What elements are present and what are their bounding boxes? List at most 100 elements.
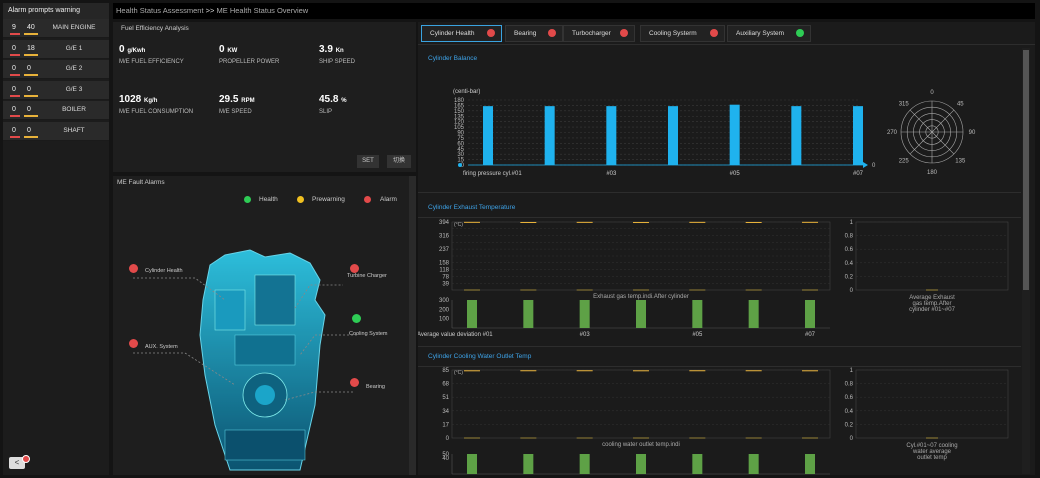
- metric-value-wrap: 29.5 RPM: [219, 94, 255, 105]
- y-tick-label: 118: [439, 268, 449, 274]
- legend-health-dot: [244, 196, 251, 203]
- y-tick-label: 0.2: [845, 274, 854, 280]
- bar: [805, 300, 815, 328]
- warning-bar: [24, 94, 38, 97]
- tab-auxiliary-system[interactable]: Auxiliary System: [727, 25, 811, 42]
- y-tick-label: 34: [442, 409, 449, 415]
- warning-bar: [24, 33, 38, 35]
- metric-value: 3.9: [319, 44, 333, 55]
- metric-label: M/E FUEL EFFICIENCY: [119, 59, 184, 65]
- system-name: G/E 2: [65, 65, 83, 72]
- alarm-row[interactable]: 0 0 G/E 3: [3, 80, 109, 100]
- breadcrumb: Health Status Assessment >> ME Health St…: [116, 6, 308, 15]
- set-button[interactable]: SET: [357, 155, 379, 168]
- bearing-label: Bearing: [366, 384, 385, 390]
- polar-angle-label: 45: [957, 102, 964, 108]
- y-tick-label: 85: [442, 368, 449, 374]
- y-tick-label: 237: [439, 247, 450, 253]
- polar-spoke: [931, 109, 955, 133]
- system-name: MAIN ENGINE: [52, 24, 96, 31]
- system-name: G/E 1: [65, 44, 83, 52]
- tab-divider: [418, 44, 1035, 45]
- x-axis-title-line: water average: [912, 449, 952, 455]
- tab-cooling-systerm[interactable]: Cooling Systerm: [640, 25, 725, 42]
- warning-bar: [24, 115, 38, 117]
- cylinder-health-status-dot[interactable]: [129, 264, 138, 273]
- tab-cylinder-health[interactable]: Cylinder Health: [421, 25, 502, 42]
- alarm-row[interactable]: 0 0 SHAFT: [3, 121, 109, 141]
- fault-panel-scrollbar[interactable]: [409, 176, 416, 475]
- section-divider: [418, 366, 1021, 367]
- alarm-row[interactable]: 0 18 G/E 1: [3, 39, 109, 59]
- cooling-temp-title: Cylinder Cooling Water Outlet Temp: [428, 353, 532, 360]
- tab-bearing[interactable]: Bearing: [505, 25, 563, 42]
- alarm-row[interactable]: 9 40 MAIN ENGINE: [3, 19, 109, 38]
- aux-system-label: AUX. System: [145, 344, 178, 350]
- x-tick-label: #05: [692, 332, 703, 338]
- tab-label: Cooling Systerm: [649, 30, 697, 37]
- breadcrumb-health-status[interactable]: Health Status Assessment: [116, 6, 204, 15]
- y-tick-label: 150: [454, 109, 465, 115]
- fuel-metric: 0 KW PROPELLER POWER: [219, 44, 279, 65]
- right-panel-scroll-thumb[interactable]: [1023, 50, 1029, 290]
- y-tick-label: 39: [442, 281, 449, 287]
- x-tick-label: #05: [730, 171, 741, 177]
- tab-label: Auxiliary System: [736, 30, 785, 37]
- polar-angle-label: 135: [955, 158, 966, 164]
- metric-value: 0: [219, 44, 225, 55]
- alarm-row[interactable]: 0 0 BOILER: [3, 101, 109, 120]
- y-tick-label: 0.6: [845, 395, 854, 401]
- breadcrumb-me-overview[interactable]: ME Health Status Overview: [216, 6, 309, 15]
- y-tick-label: 0.2: [845, 422, 854, 428]
- section-divider: [418, 192, 1021, 193]
- x-axis-end-label: 0: [872, 163, 876, 169]
- aux-system-status-dot[interactable]: [129, 339, 138, 348]
- metric-value-wrap: 45.8 %: [319, 94, 347, 105]
- warning-count: 0: [27, 85, 31, 93]
- switch-button[interactable]: 切换: [387, 155, 411, 168]
- bar: [805, 454, 815, 474]
- bar: [636, 454, 646, 474]
- x-axis-start-dot: [458, 163, 462, 167]
- legend-health-label: Health: [259, 196, 278, 203]
- alarm-bar: [10, 33, 20, 35]
- metric-value-wrap: 0 g/Kwh: [119, 44, 184, 55]
- tab-status-dot: [710, 29, 718, 37]
- x-tick-label: #03: [580, 332, 591, 338]
- turbo-charger-status-dot[interactable]: [350, 264, 359, 273]
- bar: [467, 454, 477, 474]
- fuel-efficiency-panel: [113, 22, 416, 172]
- x-axis-title-line: Average Exhaust: [909, 295, 955, 301]
- alarm-count: 0: [12, 44, 16, 52]
- unit-label: (°C): [454, 370, 463, 376]
- y-tick-label: 0.8: [845, 382, 854, 388]
- alarm-row[interactable]: 0 0 G/E 2: [3, 60, 109, 79]
- y-tick-label: 100: [439, 317, 450, 323]
- metric-value: 29.5: [219, 94, 239, 105]
- warning-count: 0: [27, 65, 31, 72]
- fuel-metric: 3.9 Kn SHIP SPEED: [319, 44, 355, 65]
- fuel-panel-title: Fuel Efficiency Analysis: [121, 25, 189, 32]
- y-tick-label: 40: [442, 456, 449, 462]
- metric-unit: KW: [227, 48, 238, 54]
- tab-status-dot: [796, 29, 804, 37]
- y-tick-label: 0.8: [845, 234, 854, 240]
- bar: [853, 106, 863, 165]
- metric-unit: %: [341, 98, 347, 104]
- polar-spoke: [909, 109, 933, 133]
- health-detail-panel: [418, 22, 1035, 475]
- cooling-system-status-dot[interactable]: [352, 314, 361, 323]
- warning-count: 0: [27, 106, 31, 113]
- exhaust-temp-title: Cylinder Exhaust Temperature: [428, 204, 516, 211]
- alarm-count: 9: [12, 24, 16, 31]
- tab-status-dot: [548, 29, 556, 37]
- polar-angle-label: 180: [927, 170, 938, 176]
- x-axis-title-line: gas temp.After: [912, 301, 951, 307]
- alarm-bar: [10, 94, 20, 97]
- y-tick-label: 135: [454, 114, 465, 120]
- plot-frame: [451, 369, 831, 439]
- warning-bar: [24, 74, 38, 76]
- back-button[interactable]: <: [9, 457, 25, 469]
- bearing-status-dot[interactable]: [350, 378, 359, 387]
- tab-turbocharger[interactable]: Turbocharger: [563, 25, 635, 42]
